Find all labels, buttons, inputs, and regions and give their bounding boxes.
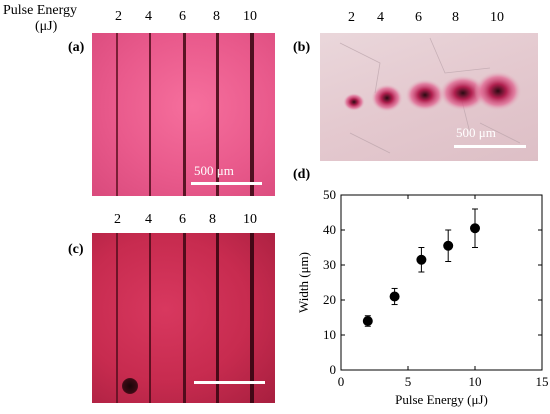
scale-bar-label: 500 μm	[456, 125, 496, 140]
micrograph-a: 500 μm	[92, 33, 275, 196]
energy-label: 6	[179, 212, 186, 227]
energy-label: 2	[115, 9, 122, 24]
panel-c-label: (c)	[68, 242, 84, 257]
ablation-spot	[343, 93, 365, 111]
energy-label: 6	[179, 9, 186, 24]
energy-label: 2	[114, 212, 121, 227]
ablation-spot	[439, 75, 487, 111]
x-tick-label: 10	[469, 374, 482, 389]
energy-label: 2	[348, 10, 355, 25]
panel-a-label: (a)	[68, 40, 85, 55]
y-tick-label: 30	[323, 257, 336, 272]
debris-spot	[122, 378, 138, 394]
track-line	[149, 33, 151, 196]
track-line	[250, 233, 254, 403]
scale-bar	[194, 381, 265, 384]
energy-label: 10	[243, 9, 257, 24]
x-tick-label: 5	[405, 374, 412, 389]
micrograph-c	[92, 233, 275, 403]
energy-label: 8	[452, 10, 459, 25]
track-line	[149, 233, 151, 403]
track-line	[250, 33, 254, 196]
ablation-spot	[474, 71, 522, 111]
track-line	[116, 233, 118, 403]
ablation-spot	[371, 84, 403, 112]
energy-label: 10	[243, 212, 257, 227]
width-vs-energy-chart: 0 10 20 30 40 50 0 5 10 15 Pulse Energy (μJ) Width …	[296, 187, 549, 407]
track-line	[216, 33, 219, 196]
data-point	[362, 316, 373, 326]
energy-label: 4	[145, 9, 152, 24]
track-line	[183, 33, 186, 196]
y-tick-label: 40	[323, 222, 336, 237]
data-point	[443, 240, 454, 251]
scale-bar	[454, 145, 526, 148]
x-axis-label: Pulse Energy (μJ)	[395, 392, 488, 407]
data-point	[389, 291, 400, 302]
y-tick-label: 0	[330, 362, 337, 377]
plot-frame	[340, 194, 543, 371]
track-line	[183, 233, 186, 403]
energy-label: 8	[213, 9, 220, 24]
x-tick-label: 15	[536, 374, 549, 389]
y-tick-label: 50	[323, 187, 336, 202]
panel-b-label: (b)	[293, 40, 311, 55]
pulse-energy-heading-line2: (μJ)	[35, 19, 58, 34]
energy-label: 8	[209, 212, 216, 227]
micrograph-b: 500 μm	[320, 33, 538, 161]
y-axis-label: Width (μm)	[296, 252, 311, 313]
energy-label: 4	[145, 212, 152, 227]
pulse-energy-heading: Pulse Energy (μJ)	[3, 3, 77, 35]
energy-label: 4	[377, 10, 384, 25]
y-tick-label: 10	[323, 327, 336, 342]
track-line	[216, 233, 219, 403]
pulse-energy-heading-line1: Pulse Energy	[3, 3, 78, 18]
data-point	[416, 254, 427, 265]
micrograph-b-features	[339, 37, 522, 154]
energy-label: 10	[490, 10, 504, 25]
scale-bar	[191, 182, 262, 185]
x-tick-label: 0	[338, 374, 345, 389]
energy-label: 6	[415, 10, 422, 25]
panel-d-label: (d)	[293, 167, 311, 182]
ablation-spot	[405, 79, 445, 111]
track-line	[116, 33, 118, 196]
y-tick-label: 20	[323, 292, 336, 307]
data-point	[470, 223, 480, 234]
scale-bar-label: 500 μm	[194, 163, 234, 178]
